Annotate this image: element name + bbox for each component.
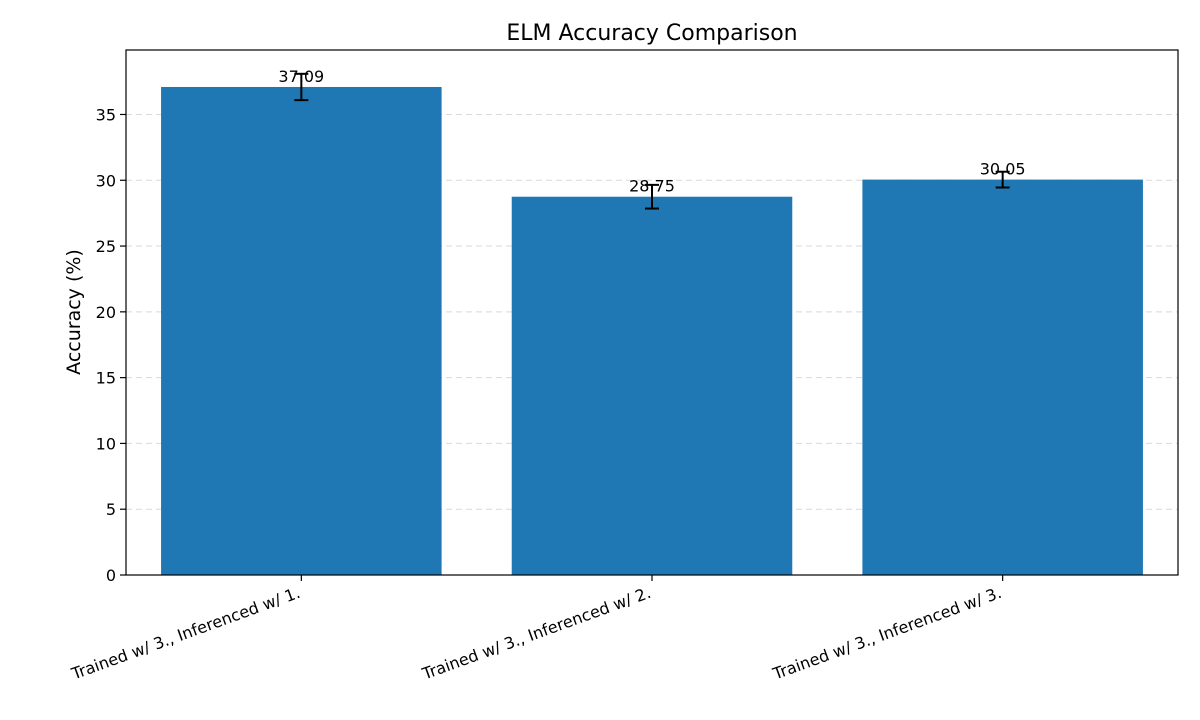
x-axis-ticks: Trained w/ 3., Inferenced w/ 1. Trained w…	[68, 575, 1004, 684]
bar	[511, 196, 793, 576]
bar	[161, 86, 442, 575]
bars	[161, 86, 1143, 576]
y-tick-label: 0	[106, 566, 116, 585]
data-label: 28.75	[629, 177, 675, 196]
error-bar	[995, 170, 1010, 189]
y-tick-label: 20	[96, 303, 116, 322]
data-label: 30.05	[980, 160, 1026, 179]
error-bar	[645, 183, 659, 210]
y-axis-ticks: 0 5 10 15 20 25 30 35	[96, 105, 126, 585]
x-tick-label: Trained w/ 3., Inferenced w/ 1.	[68, 583, 303, 684]
y-tick-label: 15	[96, 369, 116, 388]
y-axis-label: Accuracy (%)	[63, 249, 85, 375]
y-tick-label: 5	[106, 500, 116, 519]
error-bars	[294, 72, 1010, 210]
error-bar	[294, 72, 309, 102]
x-tick-label: Trained w/ 3., Inferenced w/ 2.	[419, 583, 654, 684]
x-tick-label: Trained w/ 3., Inferenced w/ 3.	[769, 583, 1004, 684]
chart-title: ELM Accuracy Comparison	[506, 21, 797, 46]
y-tick-label: 30	[96, 171, 116, 190]
y-tick-label: 35	[96, 105, 116, 124]
data-label: 37.09	[278, 67, 324, 86]
y-tick-label: 10	[96, 434, 116, 453]
bar	[862, 179, 1143, 575]
y-tick-label: 25	[96, 237, 116, 256]
data-labels: 37.09 28.75 30.05	[278, 67, 1025, 196]
